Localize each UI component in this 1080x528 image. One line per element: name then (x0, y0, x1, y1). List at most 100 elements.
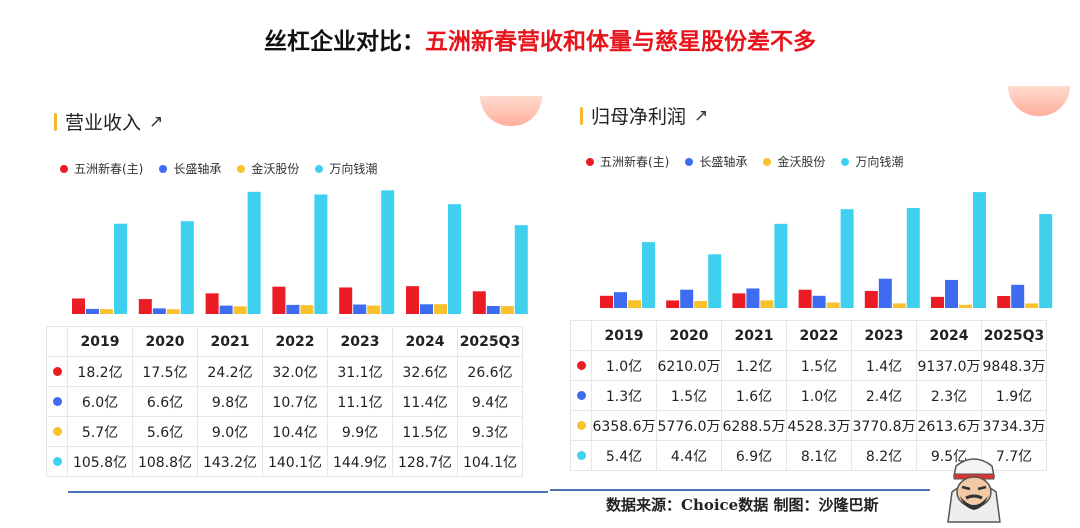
bar-wuzhou-2022[interactable] (798, 289, 812, 308)
legend-item-wuzhou[interactable]: 五洲新春(主) (60, 160, 143, 177)
bar-wuzhou-2019[interactable] (72, 298, 85, 314)
legend-item-changsheng[interactable]: 长盛轴承 (159, 160, 221, 177)
bar-wuzhou-2023[interactable] (864, 290, 878, 308)
table-cell: 4.4亿 (656, 440, 722, 471)
bar-changsheng-2024[interactable] (945, 279, 958, 308)
bar-jinwo-2020[interactable] (694, 300, 708, 308)
bar-jinwo-2021[interactable] (233, 306, 247, 314)
legend-item-wuzhou[interactable]: 五洲新春(主) (586, 153, 669, 170)
table-corner-cell (46, 326, 68, 357)
table-cell: 2.4亿 (851, 380, 917, 411)
table-cell: 6358.6万 (591, 410, 657, 441)
bar-wuzhou-2023[interactable] (339, 287, 353, 314)
bar-wanxiang-2021[interactable] (247, 191, 261, 314)
bar-wanxiang-2022[interactable] (314, 194, 328, 314)
bar-jinwo-2024[interactable] (434, 304, 447, 314)
bar-changsheng-2019[interactable] (614, 292, 627, 308)
row-marker (570, 410, 592, 441)
bar-wuzhou-2021[interactable] (732, 293, 746, 308)
title-accent-bar (580, 106, 583, 125)
revenue-bar-chart (72, 190, 528, 314)
legend-item-wanxiang[interactable]: 万向钱潮 (841, 153, 903, 170)
bar-wanxiang-2024[interactable] (973, 192, 986, 308)
series-dot-icon (52, 396, 62, 406)
external-link-icon[interactable]: ↗ (694, 105, 709, 126)
bar-wanxiang-2020[interactable] (180, 221, 194, 314)
external-link-icon[interactable]: ↗ (149, 111, 164, 132)
bar-jinwo-2020[interactable] (166, 309, 180, 314)
mascot-avatar (947, 458, 1001, 523)
divider-line (550, 489, 930, 491)
bar-jinwo-2022[interactable] (300, 305, 314, 314)
bar-jinwo-2022[interactable] (826, 302, 840, 308)
bar-changsheng-2023[interactable] (878, 278, 892, 308)
bar-wanxiang-2020[interactable] (708, 254, 722, 308)
column-header: 2021 (721, 320, 787, 351)
bar-jinwo-2019[interactable] (628, 300, 641, 308)
table-cell: 4528.3万 (786, 410, 852, 441)
table-cell: 11.4亿 (392, 386, 458, 417)
bar-wuzhou-2025Q3[interactable] (472, 291, 486, 314)
legend-label: 万向钱潮 (855, 155, 904, 169)
bar-wanxiang-2023[interactable] (906, 207, 920, 308)
bar-wanxiang-2019[interactable] (642, 242, 655, 308)
net-profit-panel: 归母净利润 ↗ 五洲新春(主) 长盛轴承 金沃股份 万向钱潮 2019 2020 2021… (568, 86, 1070, 476)
bar-jinwo-2019[interactable] (100, 309, 113, 314)
bar-wuzhou-2024[interactable] (406, 286, 419, 314)
bar-wanxiang-2023[interactable] (381, 190, 395, 314)
legend-item-changsheng[interactable]: 长盛轴承 (685, 153, 747, 170)
bar-jinwo-2021[interactable] (760, 300, 774, 308)
column-header: 2022 (262, 326, 328, 357)
table-cell: 144.9亿 (327, 446, 393, 477)
legend-item-wanxiang[interactable]: 万向钱潮 (315, 160, 377, 177)
bar-wuzhou-2019[interactable] (600, 295, 613, 308)
bar-wuzhou-2020[interactable] (138, 299, 152, 314)
bar-wuzhou-2025Q3[interactable] (997, 295, 1011, 308)
bar-jinwo-2023[interactable] (892, 303, 906, 308)
bar-wanxiang-2025Q3[interactable] (514, 225, 528, 314)
bar-changsheng-2024[interactable] (420, 304, 433, 314)
column-header: 2019 (591, 320, 657, 351)
bar-wanxiang-2021[interactable] (774, 223, 788, 308)
bar-changsheng-2021[interactable] (746, 288, 760, 308)
row-marker (46, 386, 68, 417)
bar-changsheng-2025Q3[interactable] (486, 305, 500, 314)
bar-changsheng-2021[interactable] (219, 305, 233, 314)
legend-item-jinwo[interactable]: 金沃股份 (763, 153, 825, 170)
bar-changsheng-2019[interactable] (86, 308, 99, 314)
bar-changsheng-2025Q3[interactable] (1011, 284, 1025, 308)
bar-changsheng-2022[interactable] (812, 295, 826, 308)
bar-changsheng-2020[interactable] (680, 289, 694, 308)
bar-jinwo-2024[interactable] (959, 304, 972, 308)
bar-changsheng-2020[interactable] (152, 308, 166, 314)
revenue-legend: 五洲新春(主) 长盛轴承 金沃股份 万向钱潮 (60, 160, 377, 177)
bar-wanxiang-2019[interactable] (114, 223, 127, 314)
bar-jinwo-2025Q3[interactable] (500, 306, 514, 314)
table-cell: 1.3亿 (591, 380, 657, 411)
table-cell: 9848.3万 (981, 350, 1047, 381)
net-profit-chart-header: 归母净利润 ↗ (580, 102, 708, 129)
table-cell: 3770.8万 (851, 410, 917, 441)
table-cell: 1.4亿 (851, 350, 917, 381)
table-header-row: 2019 2020 2021 2022 2023 2024 2025Q3 (570, 320, 1047, 351)
bar-wuzhou-2021[interactable] (205, 293, 219, 314)
series-dot-icon (576, 390, 586, 400)
bar-wanxiang-2022[interactable] (840, 209, 854, 308)
bar-jinwo-2023[interactable] (367, 305, 381, 314)
bar-wanxiang-2024[interactable] (448, 204, 461, 314)
bar-changsheng-2022[interactable] (286, 304, 300, 314)
title-accent-bar (54, 112, 57, 131)
legend-label: 万向钱潮 (329, 162, 378, 176)
bar-jinwo-2025Q3[interactable] (1025, 303, 1039, 308)
bar-wuzhou-2024[interactable] (931, 296, 944, 308)
net-profit-bar-chart (600, 192, 1053, 308)
bar-wuzhou-2022[interactable] (272, 286, 286, 314)
legend-item-jinwo[interactable]: 金沃股份 (237, 160, 299, 177)
bar-wuzhou-2020[interactable] (666, 300, 680, 308)
bar-wanxiang-2025Q3[interactable] (1039, 214, 1053, 308)
table-cell: 6210.0万 (656, 350, 722, 381)
column-header: 2023 (327, 326, 393, 357)
column-header: 2022 (786, 320, 852, 351)
bar-changsheng-2023[interactable] (353, 304, 367, 314)
legend-label: 金沃股份 (251, 162, 300, 176)
